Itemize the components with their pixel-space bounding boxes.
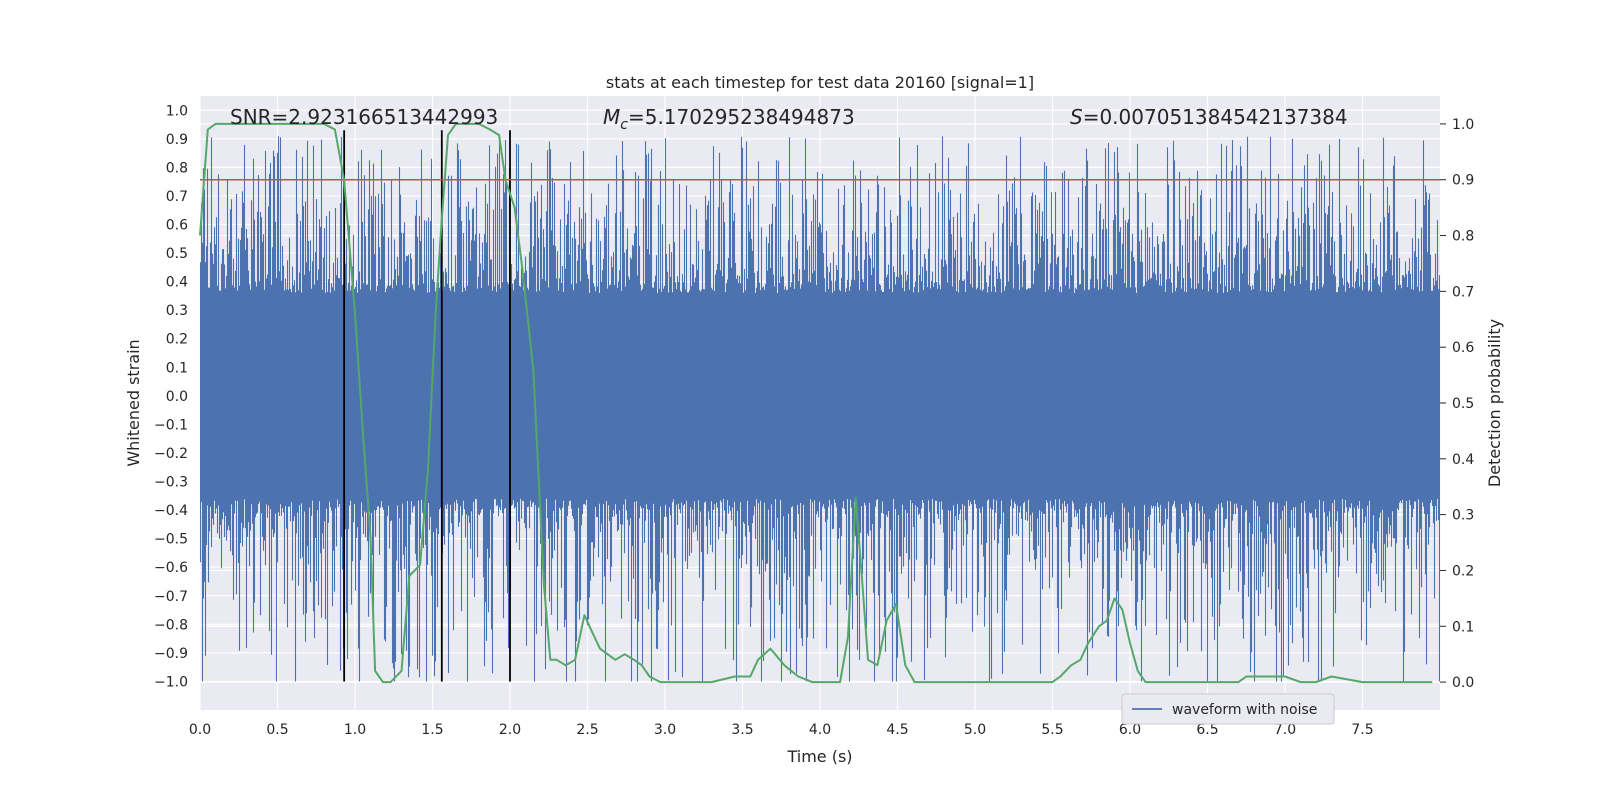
x-tick-label: 2.5 — [576, 722, 598, 738]
y-tick-label: −0.1 — [154, 417, 188, 433]
x-tick-label: 0.5 — [266, 722, 288, 738]
y-right-tick-label: 0.1 — [1452, 619, 1474, 635]
x-tick-label: 3.5 — [731, 722, 753, 738]
y-right-tick-label: 1.0 — [1452, 117, 1474, 133]
y-right-tick-label: 0.4 — [1452, 452, 1474, 468]
x-tick-label: 7.0 — [1274, 722, 1296, 738]
x-tick-label: 6.0 — [1119, 722, 1141, 738]
s-annotation: S=0.007051384542137384 — [1070, 105, 1348, 129]
y-tick-label: 0.3 — [166, 303, 188, 319]
y-tick-label: 0.2 — [166, 332, 188, 348]
y-tick-label: 0.7 — [166, 189, 188, 205]
y-right-axis-label: Detection probability — [1485, 319, 1504, 487]
s-symbol: S — [1070, 105, 1083, 129]
x-tick-label: 5.0 — [964, 722, 986, 738]
x-tick-label: 0.0 — [189, 722, 211, 738]
strain-line — [199, 136, 1441, 682]
legend-box — [1121, 693, 1335, 725]
y-axis-ticks: 1.0 0.9 0.8 0.7 0.6 0.5 0.4 0.3 0.2 0.1 0.0 −0.1 −0.… — [154, 103, 188, 690]
y-right-tick-label: 0.3 — [1452, 508, 1474, 524]
x-tick-label: 4.0 — [809, 722, 831, 738]
x-tick-label: 4.5 — [886, 722, 908, 738]
y-tick-label: −0.9 — [154, 646, 188, 662]
y-right-tick-label: 0.8 — [1452, 229, 1474, 245]
x-tick-label: 7.5 — [1351, 722, 1373, 738]
y-tick-label: −0.7 — [154, 589, 188, 605]
y-tick-label: 0.1 — [166, 360, 188, 376]
x-axis-ticks: 0.0 0.5 1.0 1.5 2.0 2.5 3.0 3.5 4.0 4.5 5.0 5.5 6.0 6… — [189, 722, 1374, 738]
y-tick-label: 0.4 — [166, 275, 188, 291]
mc-value: =5.170295238494873 — [628, 105, 855, 129]
y-right-tick-label: 0.6 — [1452, 340, 1474, 356]
y-tick-label: 0.6 — [166, 218, 188, 234]
x-tick-label: 1.0 — [344, 722, 366, 738]
y-right-axis-ticks: 1.0 0.9 0.8 0.7 0.6 0.5 0.4 0.3 0.2 0.1 0.0 — [1440, 117, 1474, 691]
y-axis-label: Whitened strain — [124, 339, 143, 466]
mc-annotation: Mc=5.170295238494873 — [603, 105, 855, 133]
y-right-tick-label: 0.2 — [1452, 563, 1474, 579]
y-tick-label: −0.2 — [154, 446, 188, 462]
probability-series — [199, 122, 1433, 684]
probability-line — [199, 122, 1433, 684]
y-right-tick-label: 0.9 — [1452, 173, 1474, 189]
x-tick-label: 2.0 — [499, 722, 521, 738]
x-tick-label: 3.0 — [654, 722, 676, 738]
legend: waveform with noise — [1121, 693, 1335, 725]
y-right-tick-label: 0.7 — [1452, 284, 1474, 300]
s-value: =0.007051384542137384 — [1083, 105, 1348, 129]
y-tick-label: 0.5 — [166, 246, 188, 262]
y-tick-label: −0.4 — [154, 503, 188, 519]
y-right-tick-label: 0.5 — [1452, 396, 1474, 412]
y-tick-label: −0.3 — [154, 475, 188, 491]
y-tick-label: 0.9 — [166, 132, 188, 148]
y-tick-label: 0.0 — [166, 389, 188, 405]
x-tick-label: 5.5 — [1041, 722, 1063, 738]
strain-series — [199, 136, 1441, 682]
x-axis-label: Time (s) — [786, 747, 852, 766]
legend-label: waveform with noise — [1172, 702, 1317, 718]
x-tick-label: 6.5 — [1196, 722, 1218, 738]
y-tick-label: −0.8 — [154, 617, 188, 633]
snr-annotation: SNR=2.923166513442993 — [230, 105, 498, 129]
y-tick-label: −0.5 — [154, 532, 188, 548]
y-tick-label: −0.6 — [154, 560, 188, 576]
mc-symbol: M — [603, 105, 620, 129]
chart-title: stats at each timestep for test data 201… — [606, 73, 1034, 92]
x-tick-label: 1.5 — [421, 722, 443, 738]
y-tick-label: 0.8 — [166, 160, 188, 176]
y-right-tick-label: 0.0 — [1452, 675, 1474, 691]
mc-subscript: c — [620, 117, 628, 133]
y-tick-label: −1.0 — [154, 674, 188, 690]
y-tick-label: 1.0 — [166, 103, 188, 119]
